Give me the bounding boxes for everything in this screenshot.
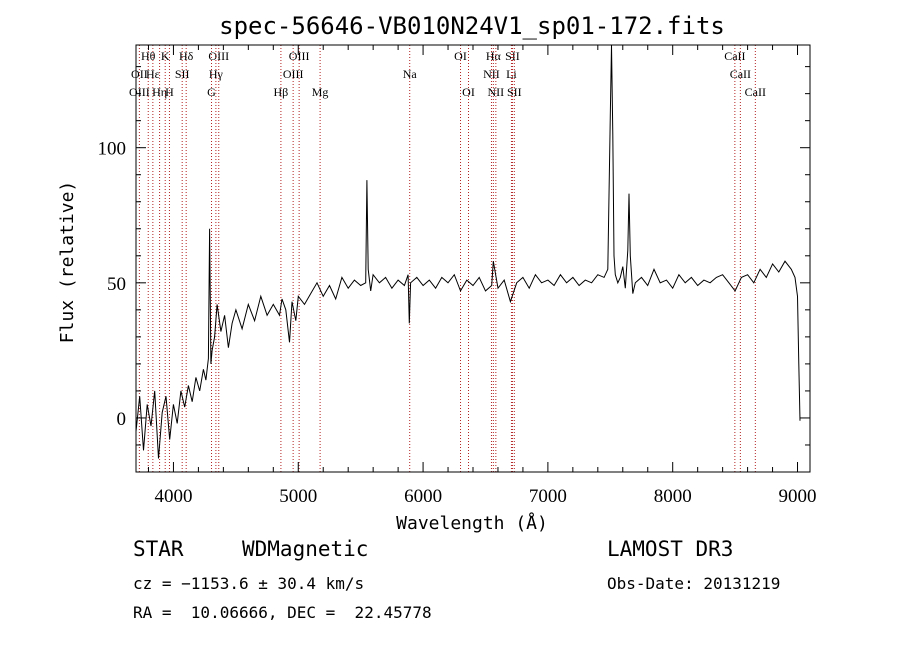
line-marker-label: Li	[506, 67, 517, 81]
survey-name: LAMOST DR3	[607, 537, 734, 561]
x-tick-label: 4000	[154, 486, 192, 507]
axis-ticks	[136, 45, 810, 472]
line-marker-label: CaII	[745, 85, 766, 99]
y-axis-label: Flux (relative)	[57, 181, 78, 344]
x-tick-label: 5000	[279, 486, 317, 507]
observation-date: Obs-Date: 20131219	[607, 574, 781, 593]
chart-title: spec-56646-VB010N24V1_sp01-172.fits	[219, 12, 725, 40]
line-marker-label: Hγ	[209, 67, 224, 81]
line-marker-label: CaII	[730, 67, 751, 81]
line-marker-label: Hδ	[179, 49, 194, 63]
line-marker-label: NII	[488, 85, 505, 99]
line-marker-label: OIII	[283, 67, 304, 81]
line-marker-label: OI	[462, 85, 475, 99]
x-tick-label: 9000	[779, 486, 817, 507]
line-marker-label: Na	[403, 67, 418, 81]
line-marker-label: OI	[454, 49, 467, 63]
redshift-velocity: cz = −1153.6 ± 30.4 km/s	[133, 574, 365, 593]
line-marker-label: SII	[507, 85, 522, 99]
line-marker-label: OIII	[208, 49, 229, 63]
line-marker-label: Hα	[486, 49, 502, 63]
y-tick-label: 0	[117, 409, 127, 430]
tick-labels: 4000 5000 6000 7000 8000 9000 0 50 100	[98, 139, 817, 507]
line-marker-label: SII	[505, 49, 520, 63]
object-subclass: WDMagnetic	[242, 537, 369, 561]
line-marker-label: Hβ	[274, 85, 289, 99]
x-tick-label: 6000	[404, 486, 442, 507]
ra-dec-coordinates: RA = 10.06666, DEC = 22.45778	[133, 603, 432, 622]
x-tick-label: 8000	[654, 486, 692, 507]
y-tick-label: 100	[98, 139, 127, 160]
plot-frame	[135, 44, 811, 473]
line-marker-label: SII	[175, 67, 190, 81]
line-marker-label: K	[161, 49, 170, 63]
line-marker-label: Hη	[152, 85, 167, 99]
line-marker-label: CaII	[724, 49, 745, 63]
line-marker-label: NII	[483, 67, 500, 81]
line-marker-label: Mg	[312, 85, 329, 99]
line-marker-label: OIII	[289, 49, 310, 63]
line-marker-label: Hθ	[141, 49, 156, 63]
line-marker-label: G	[207, 85, 216, 99]
y-tick-label: 50	[107, 274, 126, 295]
x-tick-label: 7000	[529, 486, 567, 507]
line-marker-label: H	[165, 85, 174, 99]
line-marker-label: OIII	[129, 85, 150, 99]
spectrum-line	[135, 44, 801, 459]
object-class: STAR	[133, 537, 184, 561]
line-marker-label: Hε	[146, 67, 160, 81]
line-marker-label: OII	[131, 67, 148, 81]
x-axis-label: Wavelength (Å)	[396, 512, 548, 534]
